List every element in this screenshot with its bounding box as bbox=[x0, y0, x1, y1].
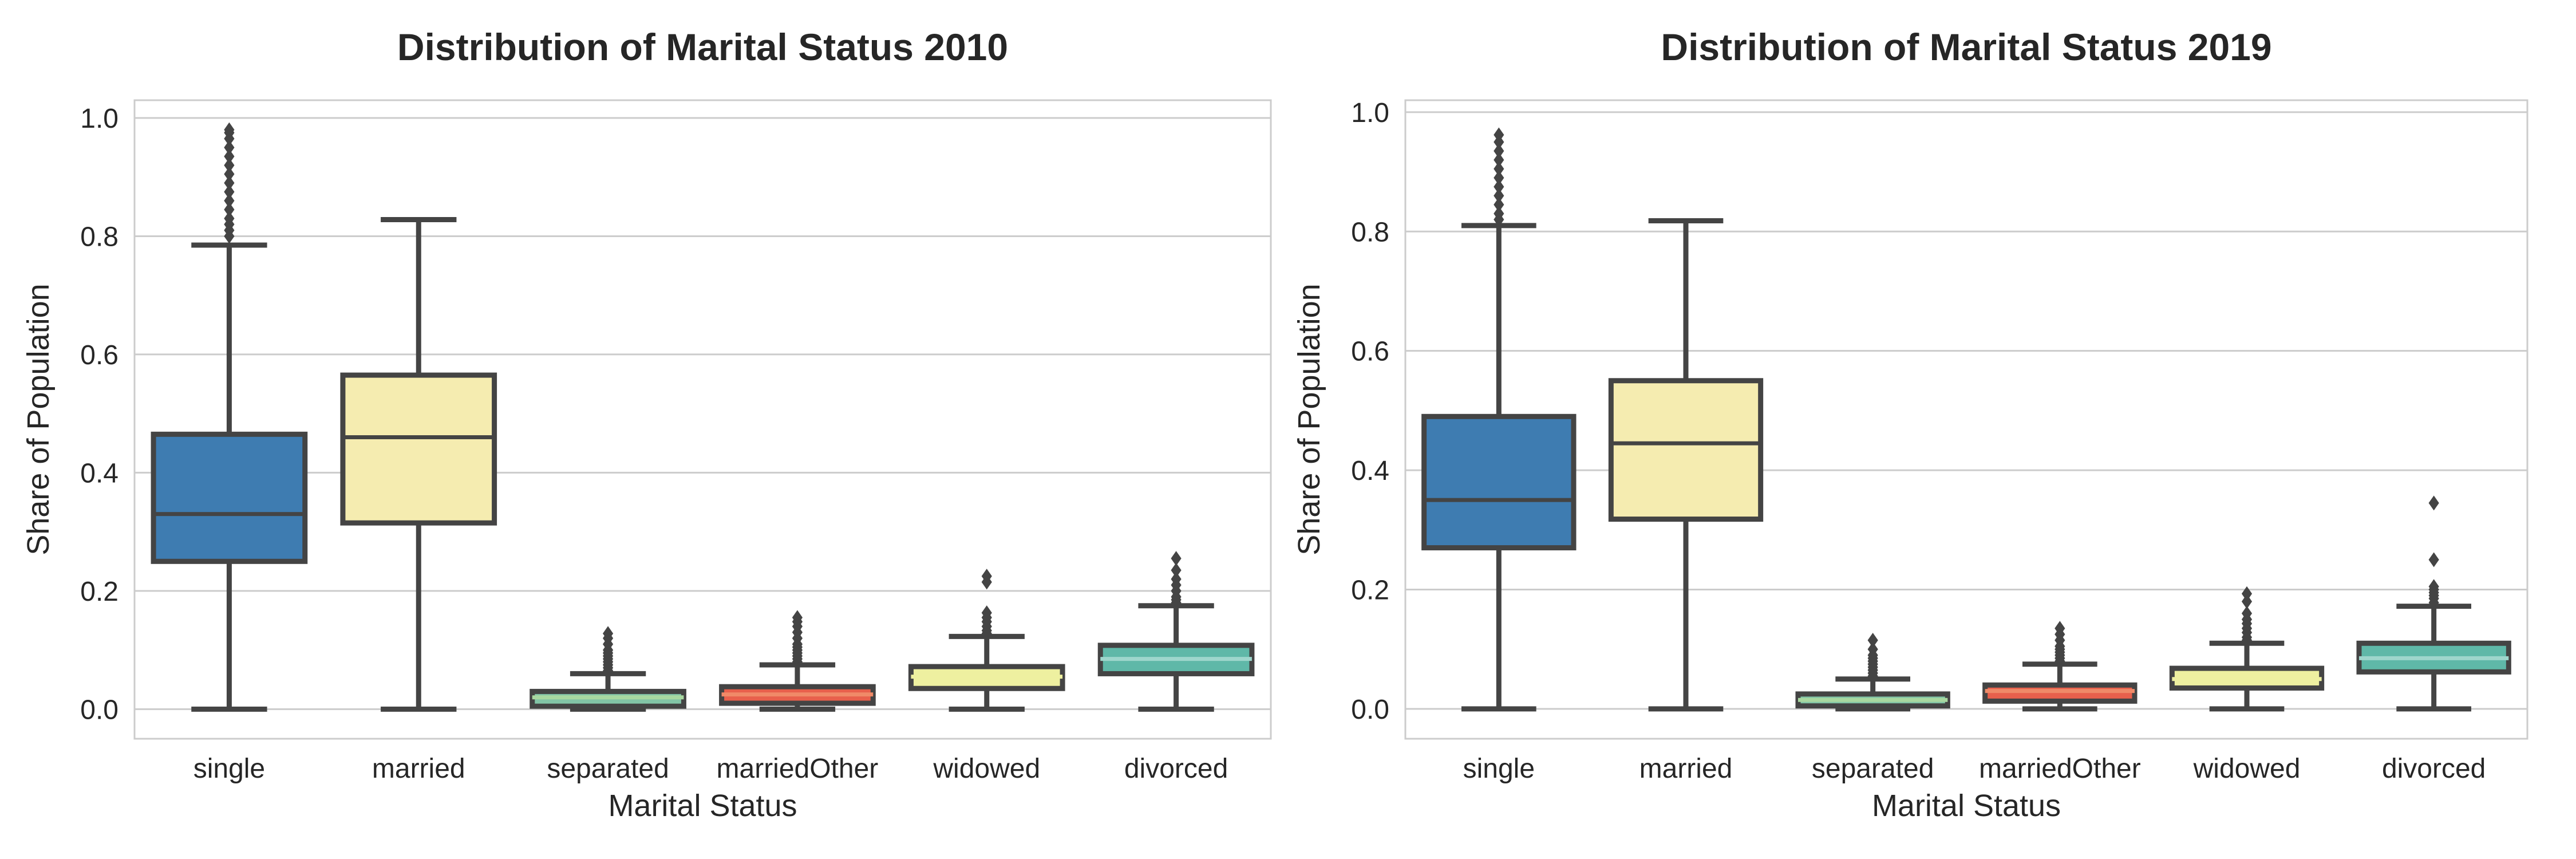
y-axis-label: Share of Population bbox=[1292, 283, 1326, 555]
box-marriedOther bbox=[1982, 621, 2138, 712]
outlier-point bbox=[2241, 594, 2253, 609]
y-tick-label: 0.0 bbox=[80, 695, 118, 725]
outlier-point bbox=[1867, 641, 1878, 657]
outlier-point bbox=[792, 610, 803, 625]
y-tick-label: 0.4 bbox=[80, 458, 118, 488]
x-tick-label: separated bbox=[1812, 754, 1934, 784]
outlier-point bbox=[981, 605, 992, 621]
outlier-point bbox=[981, 569, 992, 584]
y-tick-label: 0.8 bbox=[1351, 217, 1389, 247]
outlier-point bbox=[224, 184, 235, 200]
box-separated bbox=[1795, 633, 1950, 712]
plot-area-frame bbox=[1404, 99, 2528, 740]
x-tick-label: widowed bbox=[933, 754, 1040, 784]
box-single bbox=[151, 122, 308, 712]
x-tick-label: divorced bbox=[1124, 754, 1228, 784]
outlier-point bbox=[1494, 170, 1504, 186]
y-tick-label: 1.0 bbox=[1351, 98, 1389, 128]
x-tick-label: divorced bbox=[2382, 754, 2486, 784]
outlier-point bbox=[1494, 188, 1504, 203]
box-iqr bbox=[1608, 378, 1764, 522]
outlier-point bbox=[224, 175, 235, 191]
outlier-point bbox=[2055, 621, 2065, 636]
x-tick-label: married bbox=[372, 754, 465, 784]
box-marriedOther bbox=[719, 610, 876, 712]
x-tick-label: separated bbox=[547, 754, 669, 784]
outlier-point bbox=[1494, 127, 1504, 143]
outlier-point bbox=[224, 140, 235, 155]
outlier-point bbox=[224, 202, 235, 217]
box-iqr bbox=[1421, 413, 1577, 551]
outlier-point bbox=[1494, 179, 1504, 195]
outlier-point bbox=[1867, 633, 1878, 648]
outlier-point bbox=[224, 211, 235, 226]
chart-title: Distribution of Marital Status 2019 bbox=[1661, 26, 2271, 68]
x-tick-label: married bbox=[1639, 754, 1733, 784]
box-single bbox=[1421, 127, 1577, 712]
outlier-point bbox=[224, 149, 235, 164]
outlier-point bbox=[1494, 161, 1504, 176]
outlier-point bbox=[2241, 586, 2253, 601]
x-tick-label: single bbox=[193, 754, 265, 784]
x-tick-label: marriedOther bbox=[1979, 754, 2141, 784]
outlier-point bbox=[2428, 579, 2439, 594]
outlier-point bbox=[1494, 152, 1504, 168]
box-iqr bbox=[340, 372, 497, 526]
y-tick-label: 0.4 bbox=[1351, 456, 1389, 486]
box-married bbox=[1608, 218, 1764, 712]
outlier-point bbox=[2428, 552, 2439, 568]
box-separated bbox=[530, 626, 686, 712]
outlier-point bbox=[1494, 206, 1504, 221]
y-tick-label: 1.0 bbox=[80, 104, 118, 134]
panel-2010: 0.0 0.2 0.4 0.6 0.8 1.0 single married separated… bbox=[21, 26, 1272, 823]
box-divorced bbox=[1097, 551, 1255, 712]
y-tick-label: 0.2 bbox=[80, 577, 118, 607]
outlier-point bbox=[1171, 551, 1182, 566]
x-tick-label: widowed bbox=[2193, 754, 2301, 784]
y-axis-label: Share of Population bbox=[21, 283, 56, 555]
y-tick-label: 0.8 bbox=[80, 222, 118, 252]
outlier-point bbox=[1171, 562, 1182, 578]
outlier-point bbox=[2428, 495, 2439, 511]
x-axis-label: Marital Status bbox=[1872, 789, 2061, 823]
box-divorced bbox=[2356, 495, 2511, 712]
box-widowed bbox=[908, 569, 1065, 712]
outlier-point bbox=[224, 167, 235, 182]
x-tick-label: marriedOther bbox=[717, 754, 879, 784]
y-tick-label: 0.0 bbox=[1351, 695, 1389, 725]
outlier-point bbox=[224, 122, 235, 137]
chart-title: Distribution of Marital Status 2010 bbox=[397, 26, 1008, 68]
y-tick-label: 0.2 bbox=[1351, 575, 1389, 605]
outlier-point bbox=[224, 193, 235, 208]
outlier-point bbox=[602, 626, 614, 641]
x-axis-label: Marital Status bbox=[608, 789, 797, 823]
plot-area-frame bbox=[133, 99, 1272, 740]
y-tick-label: 0.6 bbox=[1351, 337, 1389, 367]
x-tick-label: single bbox=[1463, 754, 1535, 784]
box-widowed bbox=[2169, 586, 2325, 712]
outlier-point bbox=[1494, 143, 1504, 159]
y-tick-label: 0.6 bbox=[80, 340, 118, 371]
box-iqr bbox=[1982, 682, 2138, 704]
outlier-point bbox=[1494, 197, 1504, 212]
box-iqr bbox=[151, 431, 308, 564]
outlier-point bbox=[1171, 572, 1182, 587]
outlier-point bbox=[224, 157, 235, 173]
box-married bbox=[340, 217, 497, 712]
panel-2019: 0.0 0.2 0.4 0.6 0.8 1.0 single married separated… bbox=[1292, 26, 2528, 823]
outlier-point bbox=[2241, 606, 2253, 621]
